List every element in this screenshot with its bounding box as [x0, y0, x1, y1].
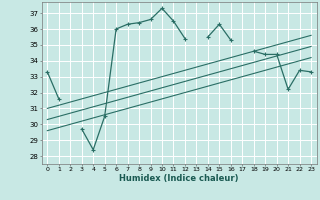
X-axis label: Humidex (Indice chaleur): Humidex (Indice chaleur): [119, 174, 239, 183]
